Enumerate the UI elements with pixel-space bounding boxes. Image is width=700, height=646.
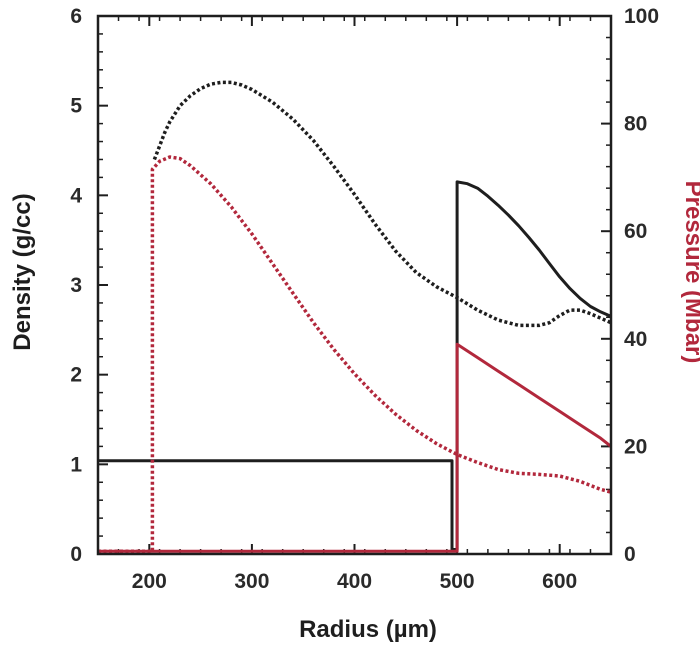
y-left-tick-label: 5 — [70, 95, 82, 118]
pressure-solid-line — [98, 342, 612, 553]
plot-frame — [96, 14, 613, 556]
y-right-tick-label: 20 — [624, 435, 647, 458]
x-axis-title: Radius (µm) — [299, 616, 437, 643]
y-right-tick-label: 80 — [624, 113, 647, 136]
density-dotted-line — [152, 80, 612, 328]
series-layer — [98, 80, 612, 554]
y-right-tick-label: 40 — [624, 328, 647, 351]
x-tick-label: 200 — [132, 570, 167, 593]
y-left-tick-label: 3 — [70, 274, 82, 297]
density-solid-line — [98, 180, 612, 551]
y-left-tick-label: 0 — [70, 543, 82, 566]
y-right-tick-label: 60 — [624, 220, 647, 243]
y-left-tick-label: 2 — [70, 364, 82, 387]
right-axis-title: Pressure (Mbar) — [680, 181, 700, 364]
x-tick-label: 400 — [337, 570, 372, 593]
x-tick-label: 300 — [234, 570, 269, 593]
y-right-tick-label: 0 — [624, 543, 636, 566]
y-right-tick-label: 100 — [624, 5, 659, 28]
y-left-tick-label: 4 — [70, 184, 82, 207]
pressure-dotted-line — [98, 155, 612, 554]
x-tick-label: 500 — [440, 570, 475, 593]
x-tick-label: 600 — [542, 570, 577, 593]
y-left-tick-label: 6 — [70, 5, 82, 28]
y-left-tick-label: 1 — [70, 453, 82, 476]
left-axis-title: Density (g/cc) — [9, 193, 36, 350]
